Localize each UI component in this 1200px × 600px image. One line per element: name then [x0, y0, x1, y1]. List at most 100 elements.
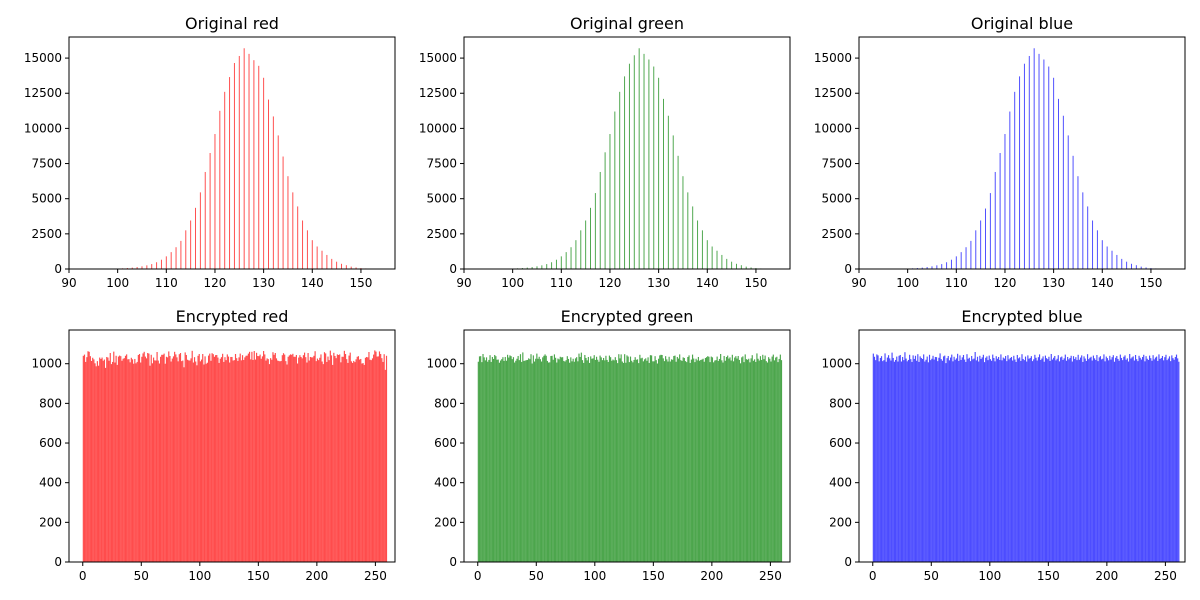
histogram-bar	[742, 356, 744, 562]
histogram-bar	[316, 358, 319, 562]
histogram-bar	[203, 364, 205, 562]
histogram-bar	[731, 261, 733, 269]
histogram-bar	[532, 355, 534, 562]
histogram-bar	[1134, 354, 1137, 562]
histogram-bar	[1129, 353, 1131, 562]
histogram-bar	[148, 353, 150, 562]
histogram-bar	[257, 355, 259, 562]
histogram-bar	[718, 358, 721, 562]
histogram-bar	[167, 357, 169, 562]
histogram-bar	[647, 357, 649, 562]
histogram-bar	[503, 360, 505, 562]
histogram-bar	[149, 365, 151, 562]
histogram-bar	[222, 353, 224, 562]
histogram-bar	[202, 353, 204, 562]
histogram-bar	[565, 252, 567, 269]
histogram-bar	[183, 367, 185, 562]
axes-frame	[463, 329, 791, 563]
histogram-bar	[362, 363, 364, 562]
histogram-bar	[988, 355, 990, 562]
histogram-bar	[986, 356, 988, 562]
histogram-bar	[748, 358, 750, 562]
bar-series	[502, 48, 776, 270]
histogram-bar	[1174, 356, 1176, 562]
histogram-bar	[964, 359, 966, 562]
histogram-bar	[496, 359, 498, 562]
histogram-bar	[875, 360, 877, 562]
histogram-bar	[480, 356, 482, 562]
y-tick-label: 1000	[31, 357, 62, 371]
histogram-bar	[1111, 250, 1113, 269]
histogram-bar	[238, 55, 240, 270]
histogram-bar	[1085, 360, 1087, 562]
histogram-bar	[640, 358, 642, 562]
x-tick-label: 50	[134, 569, 149, 583]
histogram-bar	[709, 362, 711, 562]
histogram-bar	[83, 354, 86, 562]
y-tick-label: 7500	[31, 157, 62, 171]
histogram-bar	[1119, 354, 1121, 562]
histogram-bar	[1020, 360, 1022, 562]
histogram-bar	[545, 355, 547, 562]
histogram-bar	[950, 357, 952, 562]
histogram-bar	[580, 230, 582, 269]
histogram-bar	[1057, 355, 1059, 562]
histogram-bar	[892, 357, 894, 562]
axes-frame	[463, 36, 791, 270]
histogram-bar	[315, 361, 317, 562]
histogram-bar	[1120, 357, 1123, 562]
histogram-bar	[346, 359, 348, 562]
x-tick-label: 130	[252, 276, 275, 290]
histogram-bar	[1058, 98, 1059, 270]
histogram-bar	[690, 359, 692, 562]
histogram-bar	[485, 357, 488, 562]
histogram-bar	[318, 360, 320, 562]
histogram-bar	[258, 65, 260, 269]
histogram-bar	[163, 353, 165, 562]
histogram-bar	[729, 357, 731, 562]
histogram-bar	[1165, 354, 1167, 562]
histogram-bar	[267, 359, 269, 562]
x-tick-label: 90	[61, 276, 76, 290]
histogram-bar	[1159, 358, 1161, 562]
histogram-bar	[916, 360, 918, 562]
histogram-bar	[691, 354, 694, 562]
histogram-bar	[337, 354, 340, 562]
histogram-bar	[243, 359, 245, 562]
histogram-bar	[566, 356, 568, 562]
histogram-bar	[939, 353, 941, 562]
histogram-bar	[277, 360, 279, 562]
histogram-bar	[776, 356, 778, 562]
histogram-bar	[962, 354, 965, 562]
histogram-bar	[1029, 357, 1031, 562]
histogram-bar	[1077, 354, 1079, 562]
histogram-bar	[714, 360, 716, 562]
histogram-bar	[219, 358, 221, 562]
histogram-bar	[590, 207, 591, 269]
histogram-bar	[92, 357, 94, 562]
histogram-bar	[1121, 258, 1123, 269]
histogram-bar	[482, 353, 484, 562]
histogram-bar	[771, 356, 773, 562]
histogram-bar	[302, 355, 304, 562]
histogram-bar	[728, 358, 730, 562]
histogram-bar	[1048, 66, 1050, 269]
histogram-bar	[684, 361, 687, 562]
histogram-bar	[143, 351, 145, 562]
histogram-bar	[266, 358, 268, 562]
histogram-bar	[555, 259, 557, 269]
histogram-bar	[253, 60, 255, 270]
histogram-bar	[373, 354, 375, 562]
histogram-bar	[761, 359, 763, 562]
histogram-bar	[1102, 358, 1104, 562]
histogram-bar	[1149, 355, 1151, 562]
histogram-bar	[1055, 360, 1057, 562]
histogram-bar	[1019, 357, 1021, 562]
histogram-bar	[656, 363, 659, 562]
chart-title: Original red	[185, 14, 279, 33]
histogram-bar	[727, 355, 729, 562]
histogram-bar	[215, 355, 217, 562]
histogram-bar	[146, 265, 148, 269]
histogram-bar	[1082, 361, 1084, 562]
histogram-bar	[301, 358, 303, 562]
